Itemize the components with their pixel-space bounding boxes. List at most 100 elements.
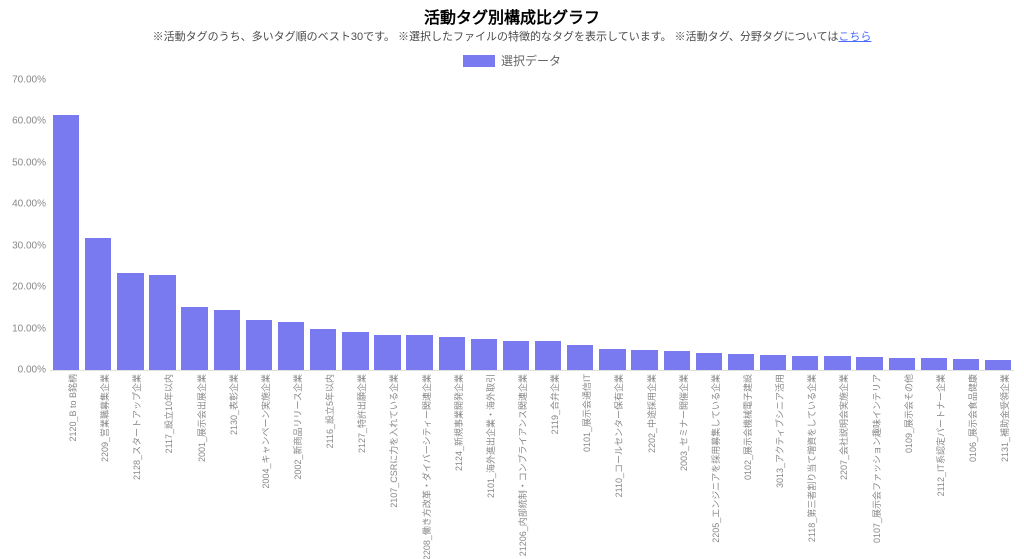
bar-col [146, 80, 178, 370]
bar-col [596, 80, 628, 370]
bar[interactable] [439, 337, 465, 370]
x-label-col: 2117_設立10年以内 [146, 370, 178, 554]
x-label-col: 0109_展示会その他 [886, 370, 918, 554]
bar[interactable] [310, 329, 336, 370]
x-label-col: 2002_新商品リリース企業 [275, 370, 307, 554]
x-label-col: 21206_内部統制・コンプライアンス関連企業 [500, 370, 532, 554]
x-label-col: 2120_B to B銘柄 [50, 370, 82, 554]
bar-col [789, 80, 821, 370]
bar-col [629, 80, 661, 370]
bar-col [564, 80, 596, 370]
bar[interactable] [567, 345, 593, 370]
bar[interactable] [471, 339, 497, 370]
x-label: 2004_キャンペーン実施企業 [259, 374, 272, 489]
x-label: 0109_展示会その他 [902, 374, 915, 453]
bar[interactable] [824, 356, 850, 370]
bar[interactable] [85, 238, 111, 370]
x-label: 2116_設立5年以内 [323, 374, 336, 448]
x-label: 2202_中途採用企業 [645, 374, 658, 453]
bar-col [693, 80, 725, 370]
x-label: 2124_新規事業開発企業 [452, 374, 465, 471]
x-label: 2110_コールセンター保有企業 [612, 374, 625, 497]
bar[interactable] [631, 350, 657, 370]
bar-col [886, 80, 918, 370]
bar-col [82, 80, 114, 370]
x-label: 2003_セミナー開催企業 [677, 374, 690, 471]
bar[interactable] [246, 320, 272, 370]
bar[interactable] [535, 341, 561, 370]
y-tick: 40.00% [2, 199, 46, 210]
x-label: 0101_展示会通信IT [580, 374, 593, 452]
x-label: 2130_表彰企業 [227, 374, 240, 435]
x-label-col: 2107_CSRに力を入れている企業 [371, 370, 403, 554]
bar-col [50, 80, 82, 370]
y-tick: 10.00% [2, 323, 46, 334]
bar[interactable] [664, 351, 690, 370]
bar[interactable] [696, 353, 722, 370]
x-label: 0107_展示会ファッション趣味インテリア [870, 374, 883, 543]
x-label: 2128_スタートアップ企業 [130, 374, 143, 480]
bar[interactable] [760, 355, 786, 370]
bar[interactable] [149, 275, 175, 370]
y-tick: 30.00% [2, 240, 46, 251]
bar[interactable] [599, 349, 625, 370]
legend-label: 選択データ [501, 52, 561, 69]
x-label-col: 2128_スタートアップ企業 [114, 370, 146, 554]
x-label-col: 2202_中途採用企業 [629, 370, 661, 554]
bar-col [114, 80, 146, 370]
x-label: 0102_展示会機械電子建設 [741, 374, 754, 480]
chart-subtitle: ※活動タグのうち、多いタグ順のベスト30です。 ※選択したファイルの特徴的なタグ… [0, 28, 1024, 44]
bar-col [982, 80, 1014, 370]
bar[interactable] [792, 356, 818, 371]
bar-col [179, 80, 211, 370]
x-label: 2205_エンジニアを採用募集している企業 [709, 374, 722, 543]
x-label-col: 2004_キャンペーン実施企業 [243, 370, 275, 554]
x-label: 2002_新商品リリース企業 [291, 374, 304, 480]
x-label-col: 2003_セミナー開催企業 [661, 370, 693, 554]
x-label: 2209_営業職募集企業 [98, 374, 111, 462]
bar[interactable] [889, 358, 915, 370]
x-label-col: 2131_補助金受領企業 [982, 370, 1014, 554]
x-label-col: 0102_展示会機械電子建設 [725, 370, 757, 554]
x-label: 2207_会社説明会実施企業 [837, 374, 850, 480]
x-label-col: 3013_アクティブシニア活用 [757, 370, 789, 554]
legend-swatch [463, 55, 495, 67]
bar[interactable] [921, 358, 947, 370]
bar[interactable] [214, 310, 240, 370]
x-label: 2120_B to B銘柄 [66, 374, 79, 442]
bar-col [275, 80, 307, 370]
bar[interactable] [181, 307, 207, 370]
bar-col [404, 80, 436, 370]
bar-col [950, 80, 982, 370]
x-label-col: 2110_コールセンター保有企業 [596, 370, 628, 554]
x-label-col: 2130_表彰企業 [211, 370, 243, 554]
bar-col [339, 80, 371, 370]
x-label: 2127_特許出願企業 [355, 374, 368, 453]
bar[interactable] [728, 354, 754, 370]
bar[interactable] [374, 335, 400, 370]
bar[interactable] [342, 332, 368, 370]
bar[interactable] [53, 115, 79, 370]
bar[interactable] [985, 360, 1011, 370]
x-label: 3013_アクティブシニア活用 [773, 374, 786, 488]
x-label-col: 2119_合弁企業 [532, 370, 564, 554]
bar-col [371, 80, 403, 370]
subtitle-link[interactable]: こちら [838, 31, 871, 43]
x-label: 2107_CSRに力を入れている企業 [387, 374, 400, 508]
bar[interactable] [953, 359, 979, 370]
bar-col [918, 80, 950, 370]
bar-col [468, 80, 500, 370]
bar-col [532, 80, 564, 370]
x-label: 2101_海外進出企業・海外取引 [484, 374, 497, 498]
chart-area: 0.00%10.00%20.00%30.00%40.00%50.00%60.00… [50, 80, 1014, 539]
x-label-col: 0107_展示会ファッション趣味インテリア [854, 370, 886, 554]
bar-col [436, 80, 468, 370]
bar-col [821, 80, 853, 370]
bar[interactable] [278, 322, 304, 370]
bar-col [243, 80, 275, 370]
bar-col [307, 80, 339, 370]
bar[interactable] [856, 357, 882, 370]
bar[interactable] [406, 335, 432, 370]
bar[interactable] [117, 273, 143, 370]
bar[interactable] [503, 341, 529, 370]
